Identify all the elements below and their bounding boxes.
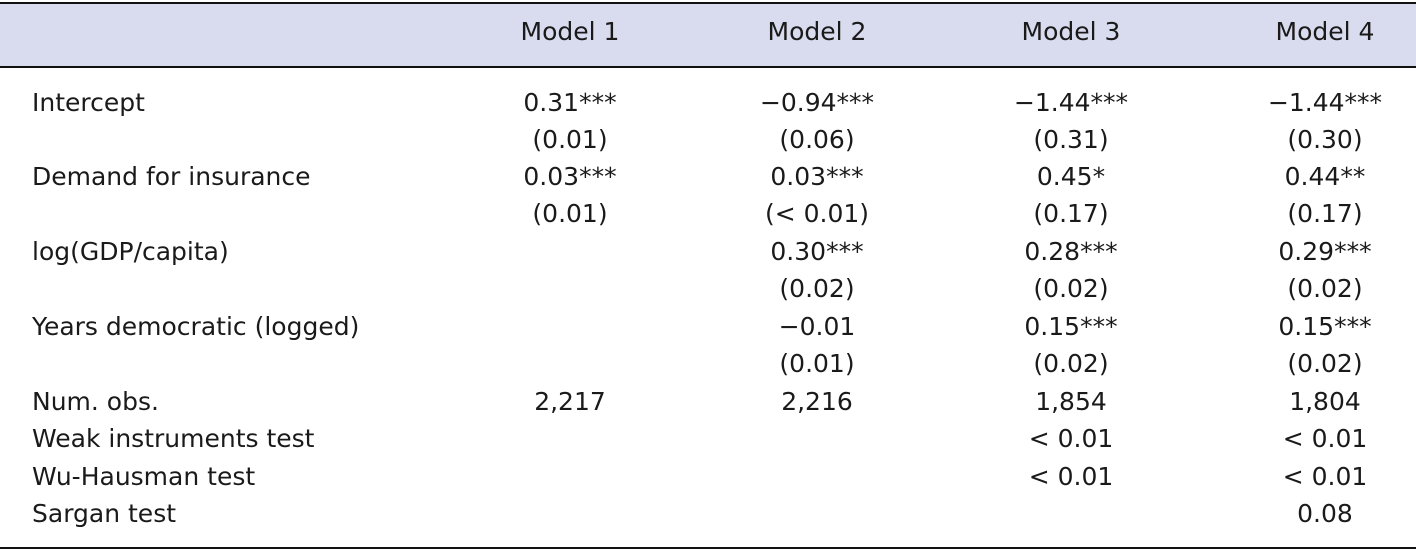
- table-cell: (0.06): [779, 125, 855, 154]
- table-cell: 0.15***: [1024, 312, 1118, 341]
- table-cell: (0.01): [532, 125, 608, 154]
- table-cell: −0.94***: [759, 88, 875, 117]
- table-cell: −0.01: [778, 312, 856, 341]
- row-label-years-democratic: Years democratic (logged): [32, 312, 360, 341]
- table-cell: (0.31): [1033, 125, 1109, 154]
- column-header-model-4: Model 4: [1275, 17, 1375, 46]
- row-label-weak-instruments-test: Weak instruments test: [32, 424, 315, 453]
- row-label-num-obs: Num. obs.: [32, 387, 159, 416]
- row-label-sargan-test: Sargan test: [32, 499, 177, 528]
- table-cell: (0.02): [779, 274, 855, 303]
- table-cell: 0.08: [1297, 499, 1353, 528]
- table-bottom-rule: [0, 547, 1416, 549]
- table-cell: 0.31***: [523, 88, 617, 117]
- table-cell: 2,217: [534, 387, 606, 416]
- row-label-wu-hausman-test: Wu-Hausman test: [32, 462, 256, 491]
- table-cell: (0.30): [1287, 125, 1363, 154]
- row-label-log-gdp-capita: log(GDP/capita): [32, 237, 229, 266]
- table-cell: 0.30***: [770, 237, 864, 266]
- table-cell: 1,804: [1289, 387, 1361, 416]
- table-cell: (0.02): [1033, 274, 1109, 303]
- table-cell: (0.02): [1033, 349, 1109, 378]
- table-cell: 0.28***: [1024, 237, 1118, 266]
- table-cell: < 0.01: [1028, 462, 1114, 491]
- table-header-band: [0, 4, 1416, 66]
- table-cell: (0.01): [532, 199, 608, 228]
- column-header-model-1: Model 1: [520, 17, 620, 46]
- table-cell: (0.17): [1287, 199, 1363, 228]
- table-cell: (0.17): [1033, 199, 1109, 228]
- table-header-rule: [0, 66, 1416, 68]
- table-cell: (< 0.01): [764, 199, 870, 228]
- table-cell: < 0.01: [1282, 462, 1368, 491]
- table-cell: 0.03***: [523, 162, 617, 191]
- table-cell: 0.29***: [1278, 237, 1372, 266]
- column-header-model-3: Model 3: [1021, 17, 1121, 46]
- table-cell: < 0.01: [1282, 424, 1368, 453]
- table-cell: (0.02): [1287, 274, 1363, 303]
- table-cell: 0.44**: [1284, 162, 1366, 191]
- table-cell: −1.44***: [1267, 88, 1383, 117]
- table-cell: 0.03***: [770, 162, 864, 191]
- row-label-intercept: Intercept: [32, 88, 145, 117]
- table-top-rule: [0, 2, 1416, 4]
- table-cell: (0.01): [779, 349, 855, 378]
- table-cell: 1,854: [1035, 387, 1107, 416]
- column-header-model-2: Model 2: [767, 17, 867, 46]
- row-label-demand-for-insurance: Demand for insurance: [32, 162, 311, 191]
- table-cell: 2,216: [781, 387, 853, 416]
- table-cell: (0.02): [1287, 349, 1363, 378]
- table-cell: −1.44***: [1013, 88, 1129, 117]
- table-cell: 0.45*: [1036, 162, 1106, 191]
- table-cell: 0.15***: [1278, 312, 1372, 341]
- table-cell: < 0.01: [1028, 424, 1114, 453]
